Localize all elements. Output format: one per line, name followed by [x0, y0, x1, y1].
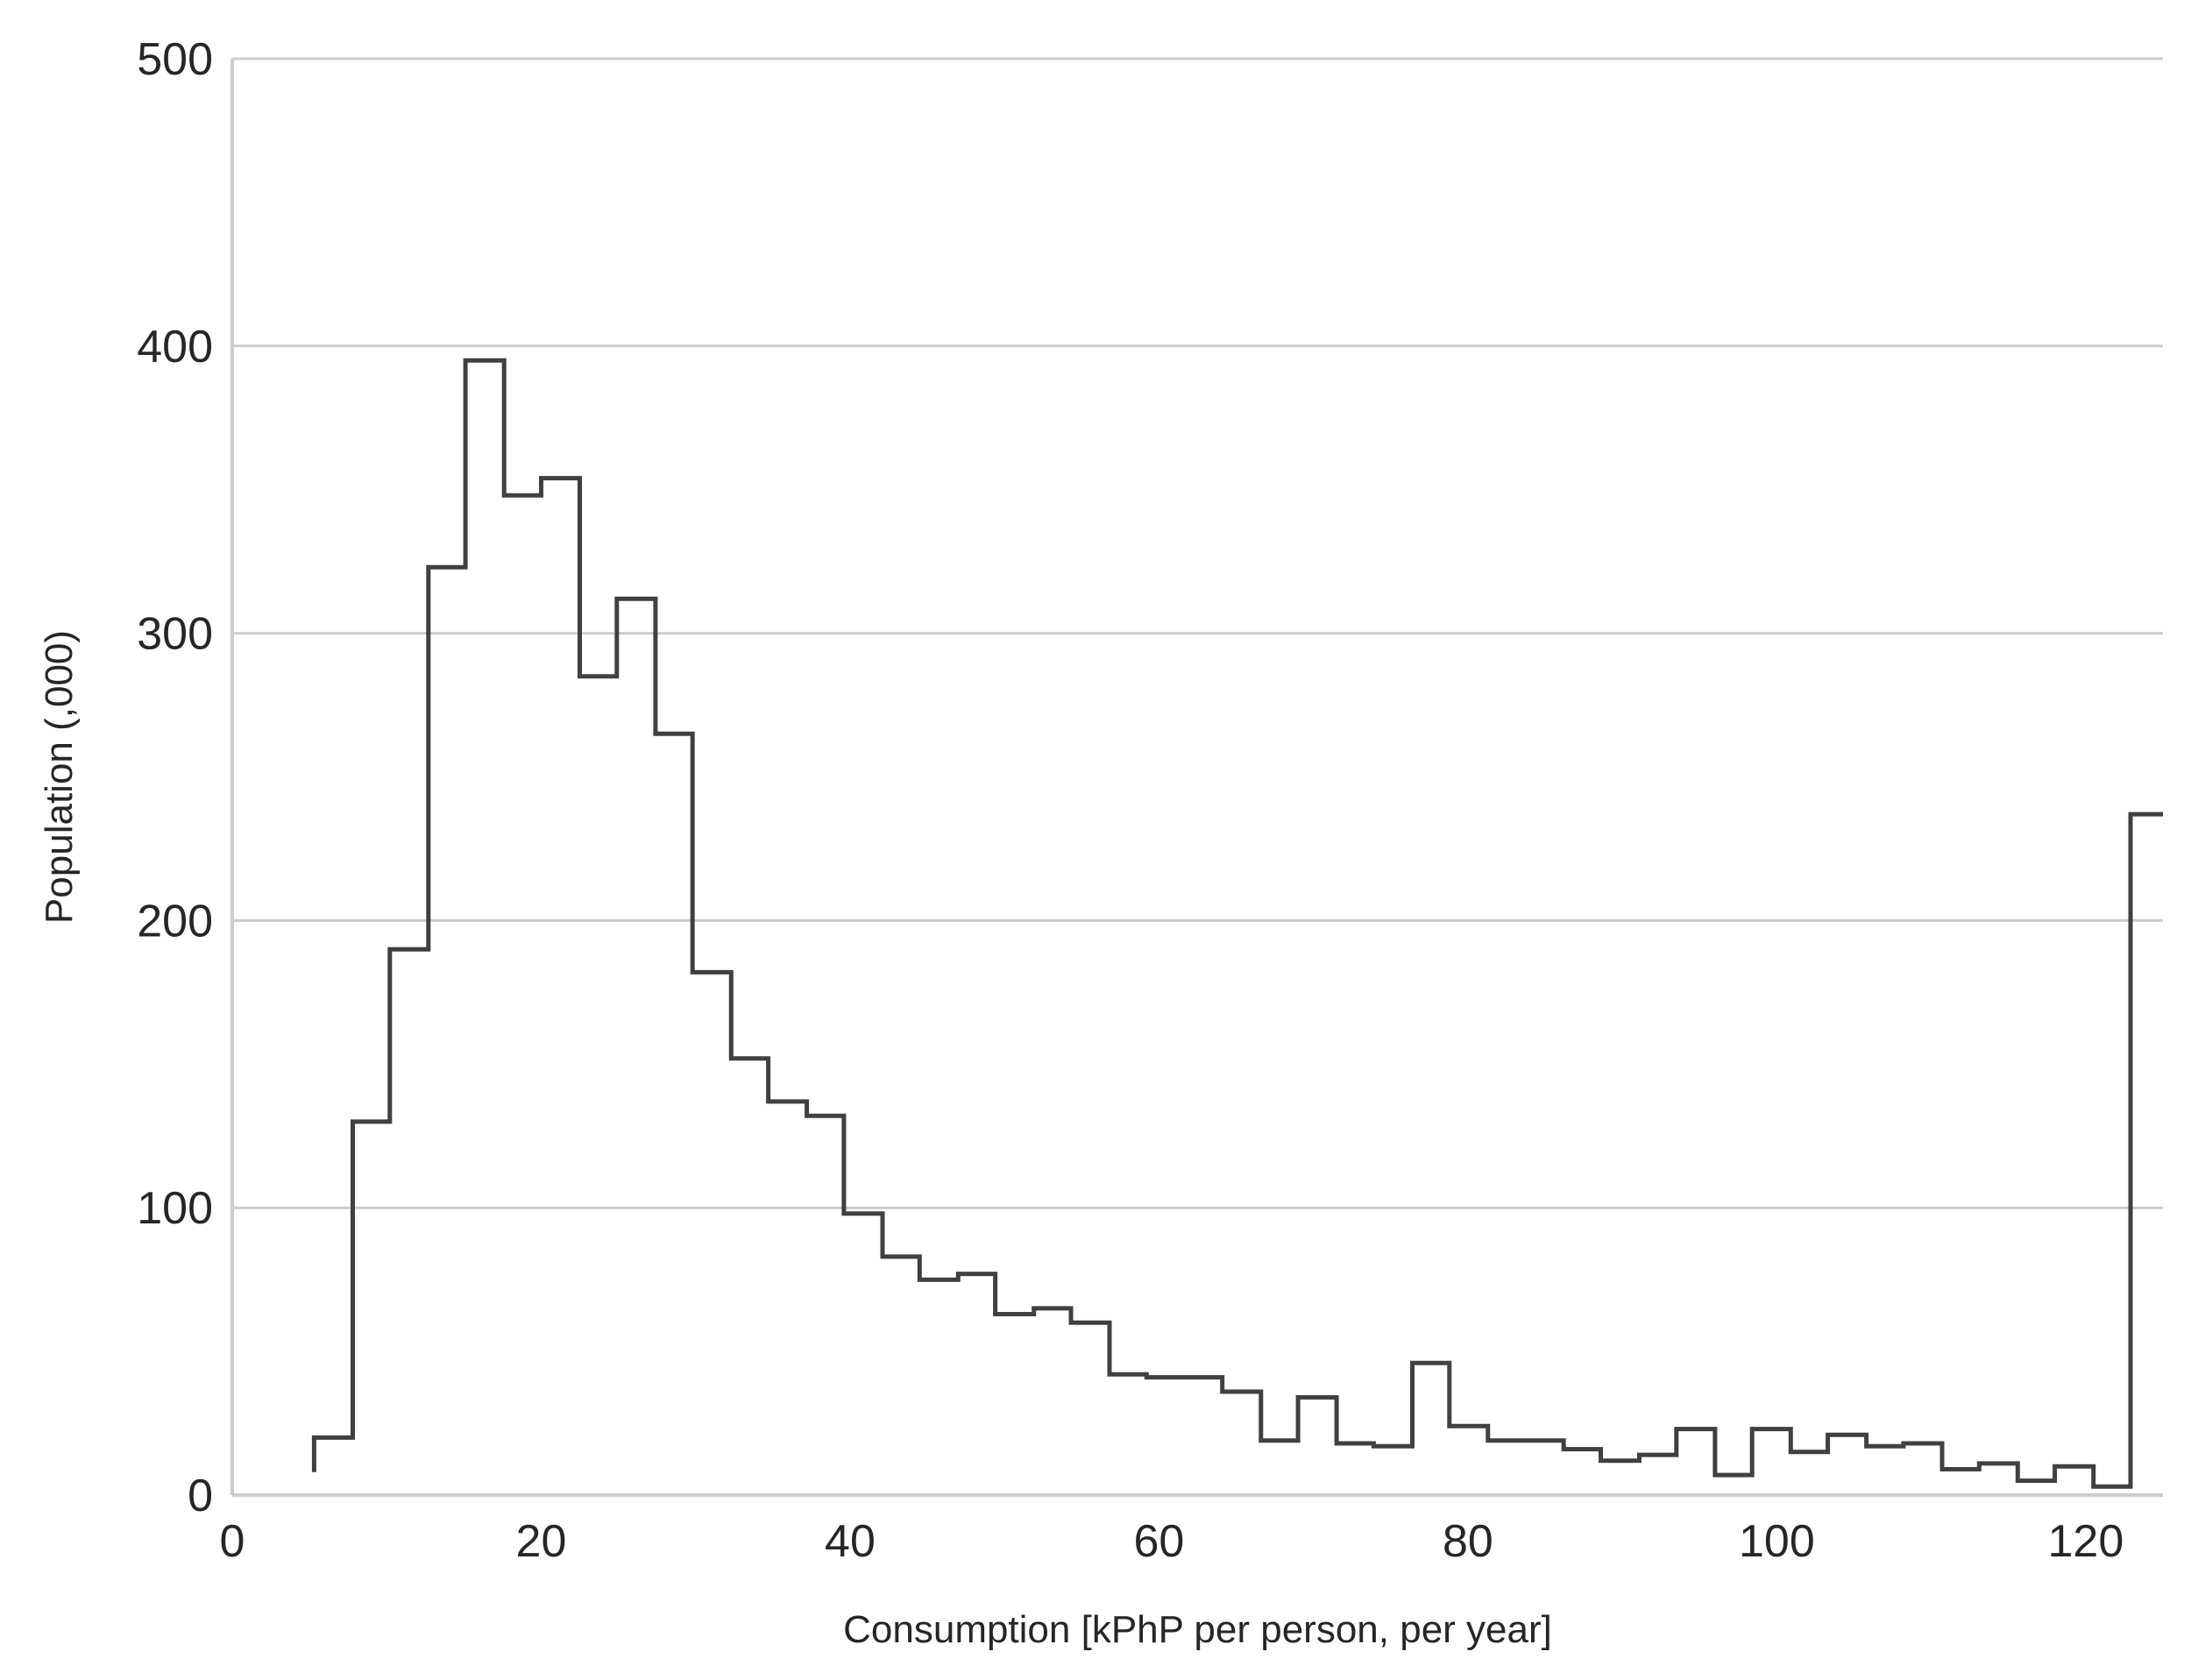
- y-tick-label: 0: [188, 1471, 213, 1521]
- x-tick-label: 40: [825, 1516, 876, 1567]
- grid-lines: [232, 57, 2163, 1209]
- y-tick-label: 500: [137, 34, 213, 85]
- y-tick-label: 100: [137, 1183, 213, 1234]
- y-axis-title: Population (,000): [38, 630, 81, 924]
- x-tick-label: 80: [1443, 1516, 1493, 1567]
- x-tick-label: 20: [516, 1516, 567, 1567]
- x-tick-label: 60: [1134, 1516, 1185, 1567]
- y-tick-labels: 0 100 200 300 400 500: [137, 34, 213, 1521]
- y-tick-label: 300: [137, 609, 213, 660]
- histogram-step-line: [311, 358, 2163, 1489]
- x-tick-label: 120: [2047, 1516, 2124, 1567]
- y-tick-label: 200: [137, 896, 213, 946]
- y-tick-label: 400: [137, 322, 213, 372]
- x-tick-label: 0: [220, 1516, 245, 1567]
- x-axis-title: Consumption [kPhP per person, per year]: [843, 1608, 1552, 1651]
- x-tick-labels: 0 20 40 60 80 100 120: [220, 1516, 2124, 1567]
- x-tick-label: 100: [1739, 1516, 1815, 1567]
